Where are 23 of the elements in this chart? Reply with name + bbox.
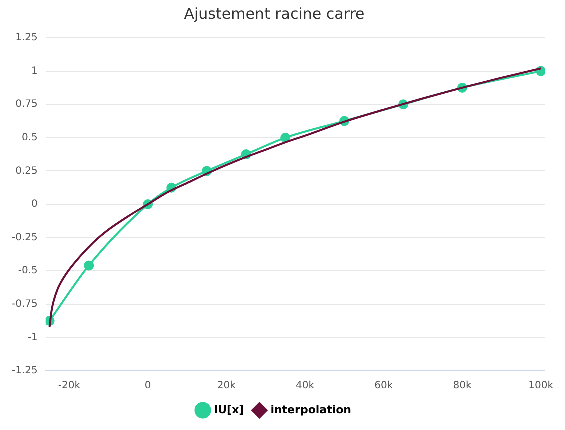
legend-label: IU[x]: [214, 403, 244, 416]
y-tick-label: 1: [32, 66, 38, 77]
point: [280, 132, 291, 143]
y-tick-label: 1.25: [16, 32, 38, 44]
x-tick-label: 0: [144, 380, 152, 392]
x-tick-label: 80k: [453, 380, 472, 392]
x-tick-label: 20k: [217, 380, 236, 392]
y-tick-label: 0.5: [22, 132, 38, 144]
legend-label: interpolation: [270, 403, 352, 416]
y-tick-label: 0.25: [16, 166, 38, 177]
y-tick-label: -1: [28, 332, 38, 344]
x-tick-label: 100k: [528, 380, 554, 392]
x-tick-label: 40k: [296, 380, 315, 392]
y-tick-label: -0.5: [18, 266, 38, 277]
x-tick-label: 60k: [374, 380, 394, 392]
x-tick-label: -20k: [58, 380, 81, 392]
y-tick-label: 0: [32, 199, 38, 210]
y-tick-label: -0.75: [12, 298, 38, 310]
point: [84, 260, 94, 271]
y-tick-label: -0.25: [12, 232, 38, 244]
y-tick-label: 0.75: [16, 99, 38, 110]
chart-title: Ajustement racine carre: [184, 4, 365, 23]
y-tick-label: -1.25: [12, 366, 38, 377]
